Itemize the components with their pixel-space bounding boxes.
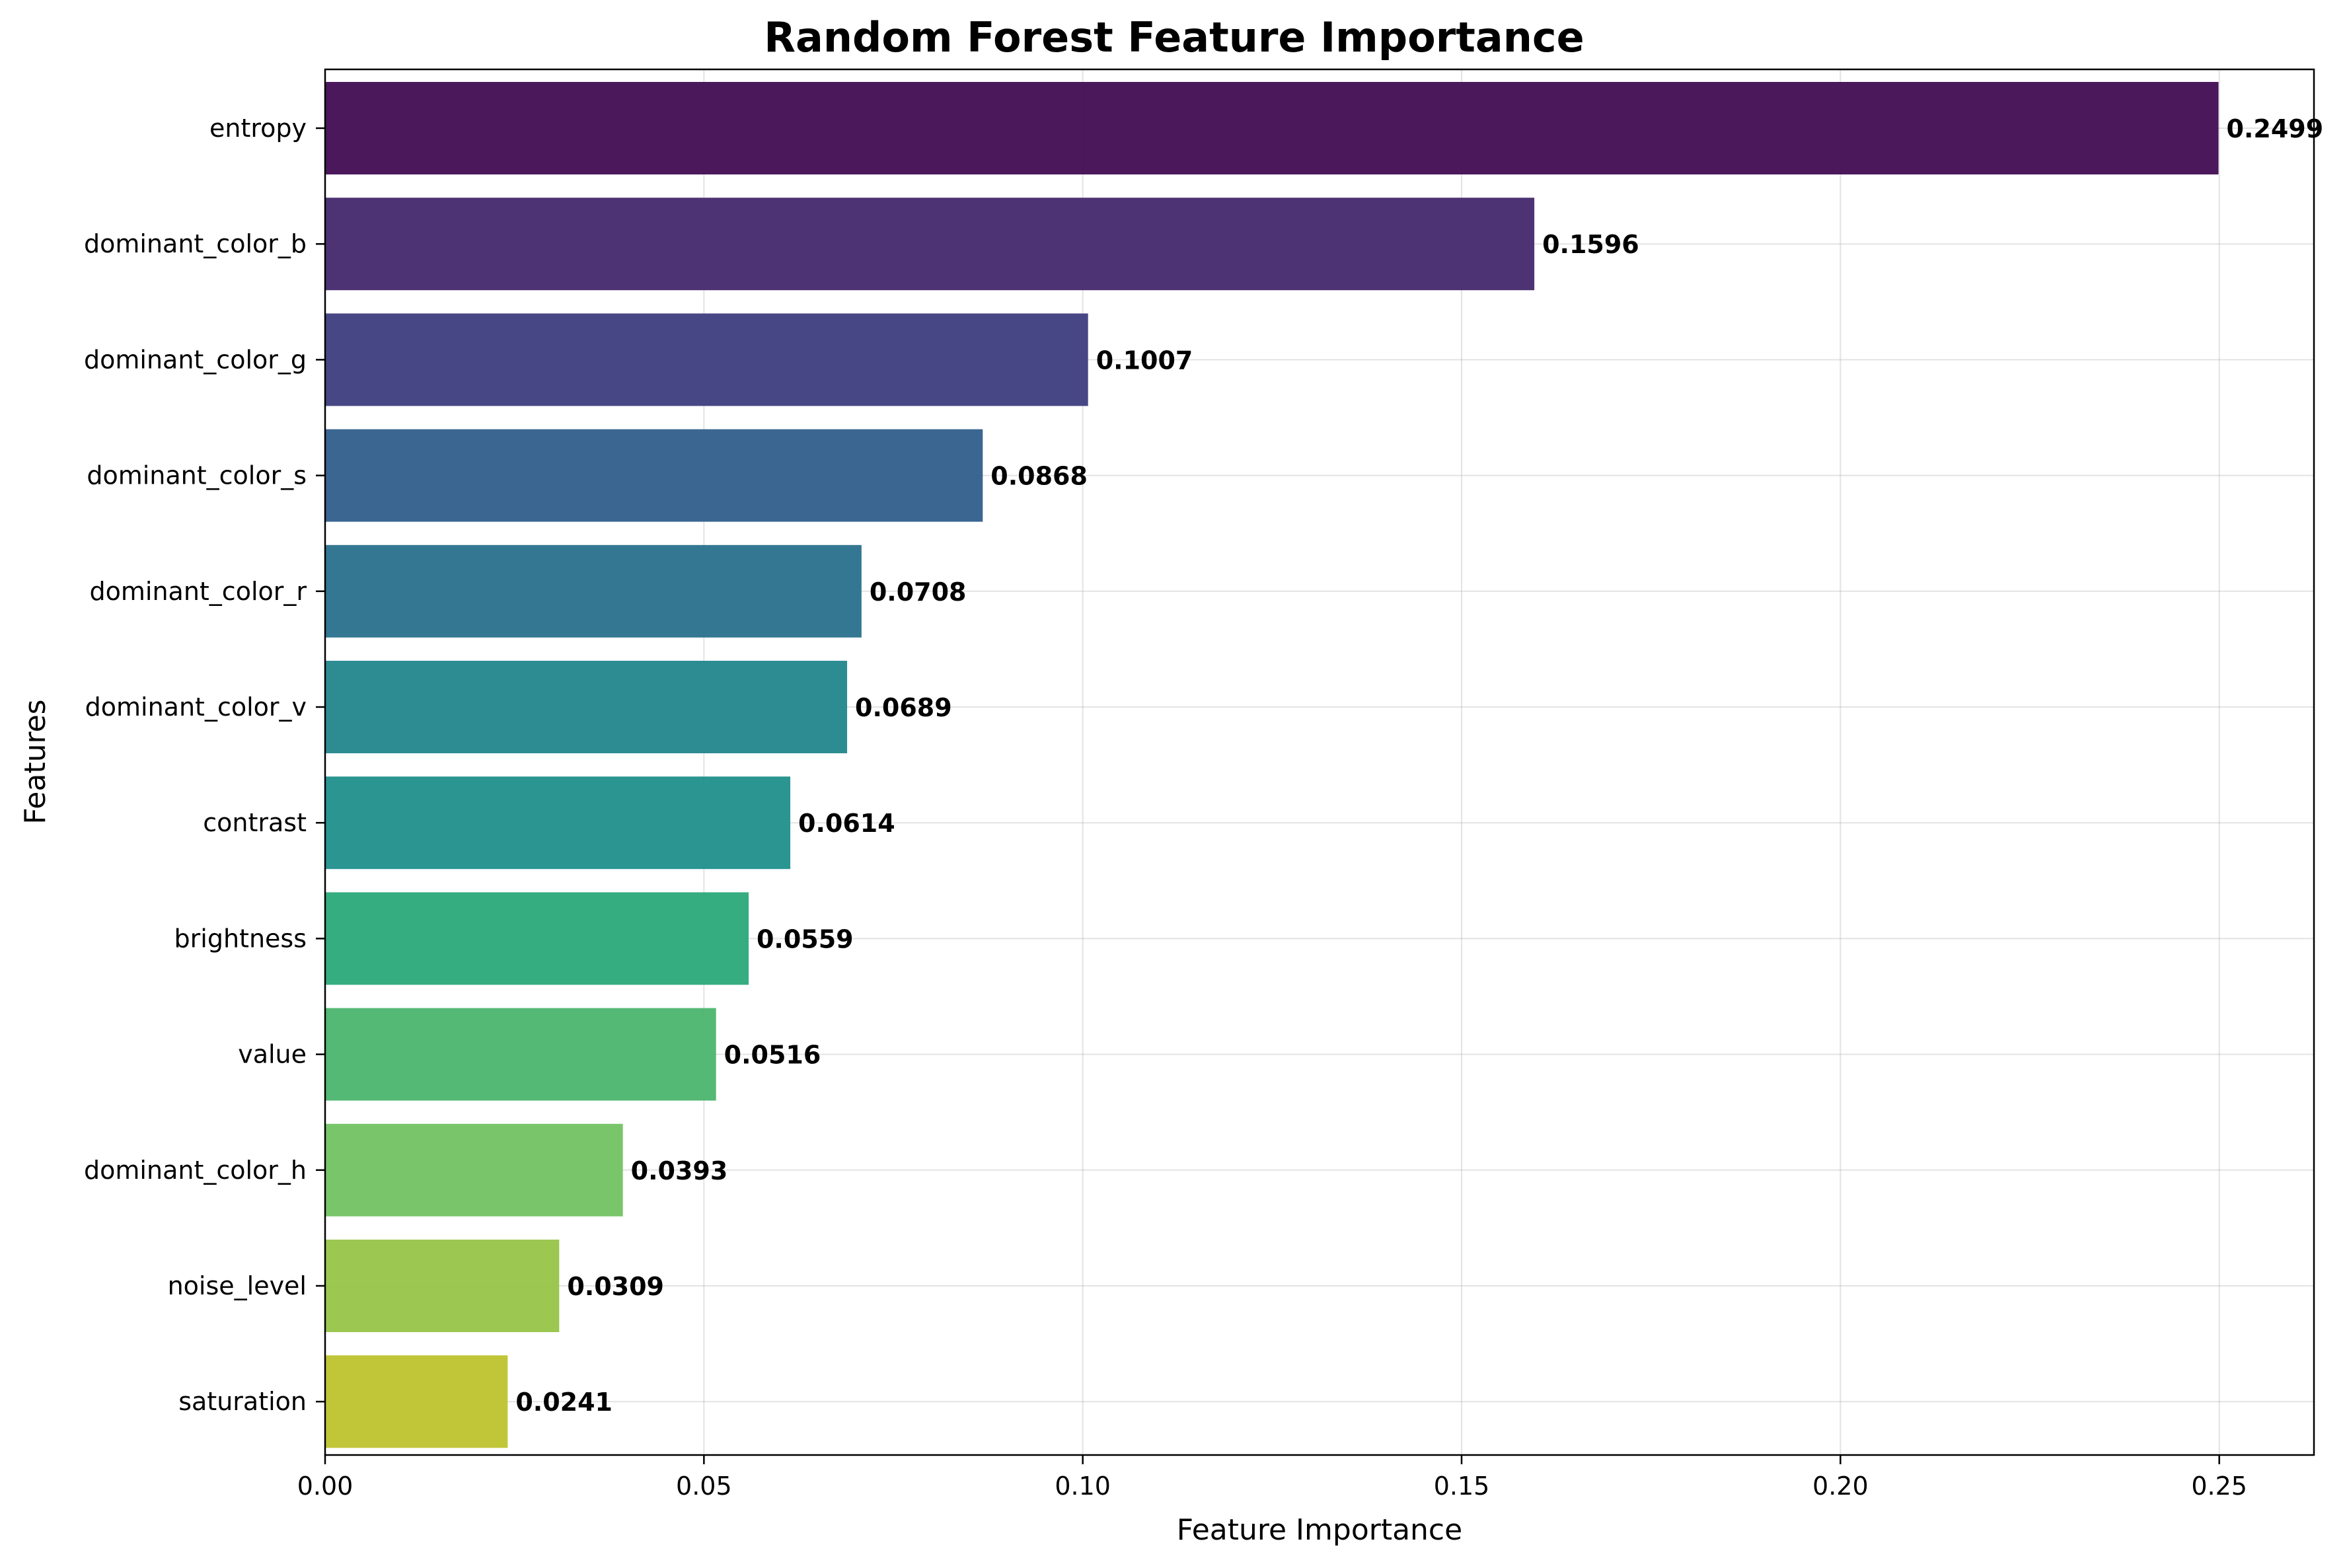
y-tick-label: dominant_color_b bbox=[84, 229, 307, 258]
x-axis-label: Feature Importance bbox=[1177, 1513, 1462, 1547]
y-tick-label: dominant_color_s bbox=[87, 461, 307, 490]
x-tick-label: 0.00 bbox=[297, 1472, 354, 1501]
y-tick-label: dominant_color_r bbox=[90, 577, 307, 606]
bar-dominant-color-r bbox=[325, 544, 862, 638]
value-label: 0.0309 bbox=[567, 1272, 664, 1301]
bar-saturation bbox=[325, 1355, 508, 1448]
y-tick-label: dominant_color_g bbox=[84, 345, 307, 374]
value-label: 0.1007 bbox=[1096, 346, 1193, 375]
y-tick-label: dominant_color_v bbox=[85, 692, 307, 722]
y-tick-label: noise_level bbox=[168, 1271, 307, 1300]
bars bbox=[325, 82, 2219, 1448]
value-label: 0.0516 bbox=[724, 1041, 821, 1070]
y-tick-label: brightness bbox=[174, 924, 307, 953]
value-label: 0.0241 bbox=[515, 1388, 613, 1417]
value-label: 0.1596 bbox=[1542, 230, 1639, 259]
bar-contrast bbox=[325, 776, 791, 870]
value-label: 0.0559 bbox=[757, 924, 854, 953]
value-labels: 0.2499 0.1596 0.1007 0.0868 0.0708 0.0689 0.06… bbox=[515, 114, 2323, 1417]
value-label: 0.0393 bbox=[631, 1156, 728, 1185]
bar-dominant-color-b bbox=[325, 198, 1535, 291]
y-axis-ticks: entropy dominant_color_b dominant_color_gd… bbox=[84, 114, 325, 1416]
bar-entropy bbox=[325, 82, 2219, 174]
x-tick-label: 0.15 bbox=[1434, 1472, 1490, 1501]
value-label: 0.0689 bbox=[855, 693, 952, 722]
x-tick-label: 0.10 bbox=[1055, 1472, 1111, 1501]
value-label: 0.0708 bbox=[870, 578, 967, 607]
y-tick-label: dominant_color_h bbox=[84, 1156, 307, 1185]
bar-dominant-color-s bbox=[325, 429, 983, 522]
value-label: 0.0868 bbox=[990, 462, 1088, 491]
y-axis-label: Features bbox=[19, 699, 52, 824]
chart-title: Random Forest Feature Importance bbox=[764, 13, 1584, 61]
x-tick-label: 0.25 bbox=[2191, 1472, 2247, 1501]
x-tick-label: 0.20 bbox=[1812, 1472, 1869, 1501]
y-tick-label: entropy bbox=[209, 114, 307, 143]
plot-frame bbox=[324, 68, 2315, 1456]
bar-dominant-color-h bbox=[325, 1123, 623, 1216]
bar-value bbox=[325, 1008, 716, 1101]
x-axis-ticks: 0.00 0.05 0.10 0.15 0.20 0.25 bbox=[297, 1455, 2247, 1501]
bar-brightness bbox=[325, 892, 749, 985]
y-tick-label: saturation bbox=[178, 1387, 307, 1416]
value-label: 0.2499 bbox=[2227, 114, 2324, 143]
y-tick-label: contrast bbox=[203, 808, 307, 837]
bar-dominant-color-g bbox=[325, 313, 1088, 406]
y-tick-label: value bbox=[238, 1040, 307, 1069]
bar-noise-level bbox=[325, 1240, 560, 1332]
x-tick-label: 0.05 bbox=[676, 1472, 732, 1501]
value-label: 0.0614 bbox=[798, 809, 895, 838]
bar-dominant-color-v bbox=[325, 661, 848, 753]
